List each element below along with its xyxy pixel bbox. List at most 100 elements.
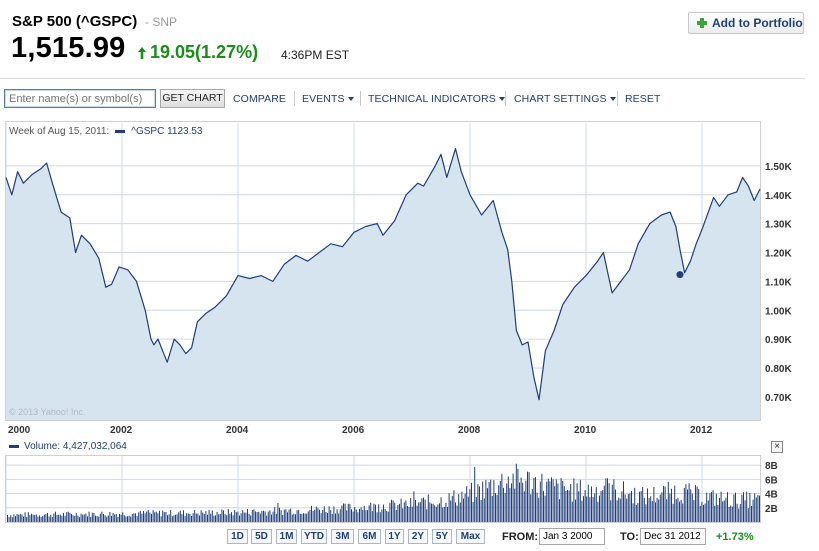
last-price: 1,515.99 xyxy=(11,32,126,64)
from-date-input[interactable] xyxy=(539,528,605,545)
volume-bar xyxy=(584,490,586,522)
volume-bar xyxy=(447,506,448,522)
volume-bar xyxy=(754,493,756,522)
y-tick-label: 1.30K xyxy=(765,220,792,231)
volume-bar xyxy=(482,481,484,522)
volume-bar xyxy=(48,516,50,522)
volume-bar xyxy=(344,503,346,522)
range-button-ytd[interactable]: YTD xyxy=(301,529,327,544)
range-change-percent: +1.73% xyxy=(716,531,754,543)
range-button-1y[interactable]: 1Y xyxy=(385,529,404,544)
volume-bar xyxy=(431,503,432,522)
hover-marker xyxy=(676,271,684,279)
volume-bar xyxy=(467,496,469,522)
to-date-input[interactable] xyxy=(640,528,706,545)
volume-info-bar: Volume: 4,427,032,064 xyxy=(9,441,127,452)
chart-settings-label: CHART SETTINGS xyxy=(514,93,607,105)
events-menu[interactable]: EVENTS xyxy=(302,93,354,105)
volume-bar xyxy=(655,502,656,522)
symbol-search-input[interactable] xyxy=(4,89,156,108)
volume-bar xyxy=(307,511,309,522)
chart-settings-menu[interactable]: CHART SETTINGS xyxy=(514,93,616,105)
volume-bar xyxy=(728,507,730,522)
volume-bar xyxy=(461,491,463,522)
volume-bar xyxy=(357,512,359,522)
volume-bar xyxy=(392,500,394,522)
volume-bar xyxy=(135,513,136,522)
volume-key-swatch xyxy=(9,445,19,448)
volume-bar xyxy=(426,509,428,522)
y-tick-label: 1.20K xyxy=(765,249,792,260)
volume-bar xyxy=(85,513,87,522)
range-button-1m[interactable]: 1M xyxy=(276,529,297,544)
volume-bar xyxy=(736,503,738,522)
range-button-6m[interactable]: 6M xyxy=(358,529,381,544)
range-button-max[interactable]: Max xyxy=(456,529,485,544)
volume-bar xyxy=(591,486,592,522)
range-button-5d[interactable]: 5D xyxy=(251,529,272,544)
volume-bar xyxy=(163,512,165,522)
volume-bar xyxy=(138,512,140,522)
volume-bar xyxy=(399,503,400,522)
volume-bar xyxy=(419,502,421,522)
volume-bar xyxy=(91,512,93,522)
volume-bar xyxy=(187,513,189,522)
volume-bar xyxy=(128,515,130,522)
volume-bar xyxy=(203,513,205,522)
volume-bar xyxy=(29,515,31,522)
volume-bar xyxy=(600,491,602,522)
volume-bar xyxy=(213,515,215,522)
compare-menu[interactable]: COMPARE xyxy=(233,93,287,105)
reset-button[interactable]: RESET xyxy=(625,93,661,105)
chevron-down-icon xyxy=(498,97,505,101)
volume-bar xyxy=(103,513,104,522)
volume-bar xyxy=(101,511,103,522)
volume-bar xyxy=(514,488,516,522)
close-volume-button[interactable]: × xyxy=(771,441,783,453)
add-to-portfolio-button[interactable]: Add to Portfolio xyxy=(688,12,804,34)
volume-bar xyxy=(755,497,757,522)
volume-bar xyxy=(66,512,68,522)
toolbar-divider xyxy=(360,91,361,106)
volume-bar xyxy=(666,499,668,522)
volume-bar xyxy=(688,483,690,522)
volume-bar xyxy=(423,497,424,522)
volume-bar xyxy=(383,504,384,522)
volume-bar xyxy=(605,478,607,522)
volume-bar xyxy=(45,513,47,522)
volume-bar xyxy=(639,491,640,522)
volume-bar xyxy=(346,510,348,522)
volume-bar xyxy=(328,506,330,522)
volume-bar xyxy=(264,511,266,522)
technical-indicators-menu[interactable]: TECHNICAL INDICATORS xyxy=(368,93,505,105)
volume-bar xyxy=(43,514,45,522)
volume-bar xyxy=(384,509,386,522)
volume-bar xyxy=(450,500,452,522)
volume-bar xyxy=(259,513,261,522)
range-button-1d[interactable]: 1D xyxy=(227,529,248,544)
volume-bar xyxy=(79,517,80,522)
volume-bar xyxy=(120,514,122,522)
events-label: EVENTS xyxy=(302,93,345,105)
volume-bar xyxy=(547,478,549,522)
volume-bar xyxy=(744,500,746,522)
volume-bar xyxy=(35,514,37,522)
volume-bar xyxy=(509,488,511,522)
volume-bar xyxy=(370,502,372,522)
range-button-2y[interactable]: 2Y xyxy=(408,529,428,544)
get-chart-button[interactable]: GET CHART xyxy=(160,89,225,108)
volume-bar xyxy=(178,512,180,522)
range-button-5y[interactable]: 5Y xyxy=(432,529,452,544)
volume-bar xyxy=(613,479,615,522)
volume-bar xyxy=(123,515,125,522)
volume-bar xyxy=(437,504,439,522)
volume-bar xyxy=(599,495,600,522)
volume-bar xyxy=(496,495,498,522)
volume-bar xyxy=(575,499,576,522)
volume-bar xyxy=(367,510,368,522)
volume-bar xyxy=(248,514,250,522)
volume-bar xyxy=(223,510,224,522)
volume-bar xyxy=(434,505,436,522)
range-button-3m[interactable]: 3M xyxy=(331,529,354,544)
